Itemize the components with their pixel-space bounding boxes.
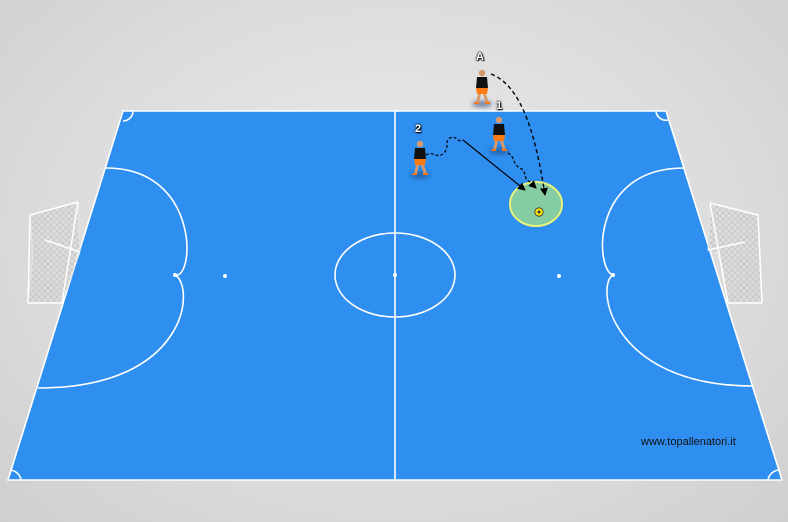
left-penalty-spot	[173, 273, 177, 277]
right-goal-net-icon	[707, 202, 763, 304]
player-1-label: 1	[495, 100, 503, 112]
center-spot	[393, 273, 397, 277]
right-second-penalty-spot	[557, 274, 561, 278]
left-goal-net-icon	[27, 201, 81, 304]
player-a-label: A	[476, 51, 484, 63]
ball-icon	[534, 207, 544, 217]
player-2-label: 2	[414, 123, 422, 135]
corner-arc-tr	[655, 110, 669, 121]
target-zone-icon	[509, 181, 563, 227]
run-path-player-2	[462, 139, 526, 191]
player-a-icon	[472, 69, 492, 108]
right-penalty-spot	[611, 273, 615, 277]
center-circle	[334, 232, 456, 318]
dribble-path-player-1	[507, 152, 537, 189]
watermark: www.topallenatori.it	[641, 436, 736, 448]
court-spots	[173, 273, 615, 278]
player-1-icon	[489, 116, 509, 155]
run-path-player-a	[490, 73, 548, 196]
player-2-icon	[410, 140, 430, 179]
court-boundary	[6, 110, 784, 481]
corner-arc-bl	[9, 469, 22, 481]
left-second-penalty-spot	[223, 274, 227, 278]
corner-arc-br	[767, 469, 780, 481]
corner-arc-tl	[122, 110, 134, 122]
